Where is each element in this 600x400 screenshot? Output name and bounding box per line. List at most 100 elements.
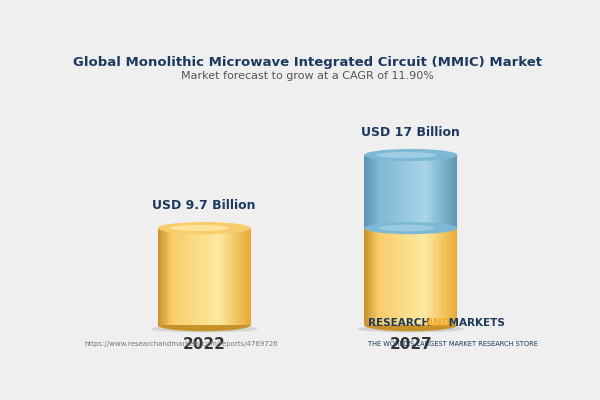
Polygon shape	[440, 228, 441, 325]
Polygon shape	[388, 155, 389, 228]
Polygon shape	[184, 228, 185, 325]
Polygon shape	[446, 155, 447, 228]
Polygon shape	[194, 228, 195, 325]
Polygon shape	[161, 228, 163, 325]
Polygon shape	[190, 228, 191, 325]
Polygon shape	[200, 228, 202, 325]
Polygon shape	[419, 228, 420, 325]
Polygon shape	[369, 155, 370, 228]
Polygon shape	[400, 228, 401, 325]
Polygon shape	[373, 155, 374, 228]
Polygon shape	[368, 228, 369, 325]
Polygon shape	[389, 155, 390, 228]
Polygon shape	[396, 155, 397, 228]
Polygon shape	[217, 228, 218, 325]
Polygon shape	[383, 228, 384, 325]
Polygon shape	[170, 228, 172, 325]
Ellipse shape	[151, 325, 257, 332]
Polygon shape	[388, 228, 389, 325]
Polygon shape	[211, 228, 212, 325]
Polygon shape	[219, 228, 220, 325]
Polygon shape	[409, 228, 410, 325]
Polygon shape	[193, 228, 194, 325]
Polygon shape	[422, 155, 424, 228]
Polygon shape	[374, 228, 375, 325]
Ellipse shape	[364, 149, 457, 161]
Ellipse shape	[378, 225, 434, 232]
Polygon shape	[163, 228, 164, 325]
Polygon shape	[221, 228, 223, 325]
Polygon shape	[386, 228, 388, 325]
Ellipse shape	[358, 325, 464, 332]
Polygon shape	[406, 155, 407, 228]
Polygon shape	[172, 228, 173, 325]
Polygon shape	[441, 155, 442, 228]
Polygon shape	[442, 228, 443, 325]
Polygon shape	[448, 155, 449, 228]
Polygon shape	[236, 228, 237, 325]
Polygon shape	[413, 228, 415, 325]
Polygon shape	[416, 155, 418, 228]
Polygon shape	[412, 228, 413, 325]
Polygon shape	[374, 155, 375, 228]
Polygon shape	[427, 155, 428, 228]
Polygon shape	[401, 228, 403, 325]
Polygon shape	[455, 228, 456, 325]
Text: MARKETS: MARKETS	[445, 318, 505, 328]
Polygon shape	[230, 228, 231, 325]
Polygon shape	[195, 228, 196, 325]
Polygon shape	[427, 228, 428, 325]
Polygon shape	[454, 228, 455, 325]
Polygon shape	[383, 155, 384, 228]
Polygon shape	[178, 228, 179, 325]
Polygon shape	[175, 228, 176, 325]
Polygon shape	[367, 228, 368, 325]
Polygon shape	[431, 155, 432, 228]
Ellipse shape	[376, 152, 436, 158]
Polygon shape	[430, 228, 431, 325]
Polygon shape	[188, 228, 189, 325]
Polygon shape	[391, 155, 392, 228]
Polygon shape	[418, 155, 419, 228]
Polygon shape	[421, 155, 422, 228]
Polygon shape	[434, 155, 435, 228]
Polygon shape	[377, 228, 378, 325]
Polygon shape	[395, 228, 396, 325]
Polygon shape	[404, 155, 405, 228]
Polygon shape	[229, 228, 230, 325]
Polygon shape	[398, 228, 399, 325]
Polygon shape	[418, 228, 419, 325]
Polygon shape	[421, 228, 422, 325]
Polygon shape	[441, 228, 442, 325]
Polygon shape	[187, 228, 188, 325]
Text: https://www.researchandmarkets.com/reports/4769726: https://www.researchandmarkets.com/repor…	[84, 341, 278, 347]
Polygon shape	[231, 228, 232, 325]
Polygon shape	[382, 228, 383, 325]
Polygon shape	[400, 155, 401, 228]
Polygon shape	[392, 155, 394, 228]
Polygon shape	[377, 155, 378, 228]
Polygon shape	[433, 228, 434, 325]
Polygon shape	[208, 228, 209, 325]
Polygon shape	[396, 228, 397, 325]
Polygon shape	[216, 228, 217, 325]
Text: USD 9.7 Billion: USD 9.7 Billion	[152, 199, 256, 212]
Polygon shape	[196, 228, 197, 325]
Text: USD 17 Billion: USD 17 Billion	[361, 126, 460, 139]
Polygon shape	[428, 155, 430, 228]
Polygon shape	[364, 228, 365, 325]
Polygon shape	[210, 228, 211, 325]
Polygon shape	[399, 155, 400, 228]
Polygon shape	[433, 155, 434, 228]
Polygon shape	[373, 228, 374, 325]
Polygon shape	[250, 228, 251, 325]
Polygon shape	[173, 228, 174, 325]
Polygon shape	[197, 228, 199, 325]
Polygon shape	[454, 155, 455, 228]
Text: THE WORLD'S LARGEST MARKET RESEARCH STORE: THE WORLD'S LARGEST MARKET RESEARCH STOR…	[368, 341, 538, 347]
Polygon shape	[239, 228, 240, 325]
Polygon shape	[235, 228, 236, 325]
Polygon shape	[367, 155, 368, 228]
Polygon shape	[410, 228, 411, 325]
Polygon shape	[391, 228, 392, 325]
